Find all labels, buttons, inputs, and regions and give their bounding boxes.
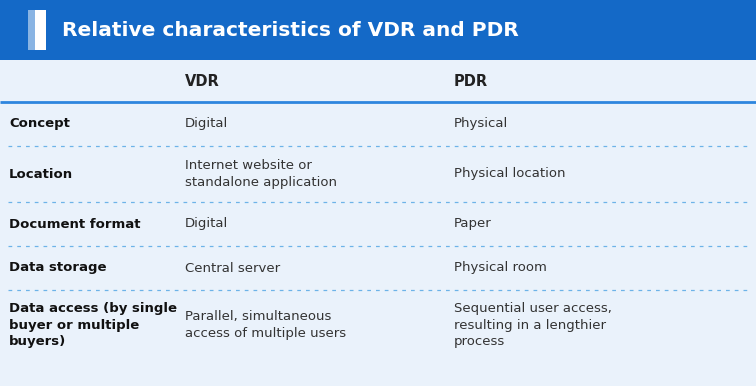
Text: Central server: Central server <box>185 261 280 274</box>
Text: Sequential user access,
resulting in a lengthier
process: Sequential user access, resulting in a l… <box>454 302 612 348</box>
Bar <box>28 10 39 50</box>
Text: Data access (by single
buyer or multiple
buyers): Data access (by single buyer or multiple… <box>9 302 177 348</box>
Text: Physical: Physical <box>454 117 508 130</box>
Text: Concept: Concept <box>9 117 70 130</box>
Text: Digital: Digital <box>185 117 228 130</box>
Text: Physical location: Physical location <box>454 168 565 181</box>
Text: Digital: Digital <box>185 217 228 230</box>
Text: Data storage: Data storage <box>9 261 107 274</box>
Text: Parallel, simultaneous
access of multiple users: Parallel, simultaneous access of multipl… <box>185 310 346 340</box>
Bar <box>0 0 756 60</box>
Text: Internet website or
standalone application: Internet website or standalone applicati… <box>185 159 337 189</box>
Text: Paper: Paper <box>454 217 491 230</box>
Text: Physical room: Physical room <box>454 261 547 274</box>
Text: Document format: Document format <box>9 217 141 230</box>
Text: VDR: VDR <box>185 73 220 88</box>
Text: Relative characteristics of VDR and PDR: Relative characteristics of VDR and PDR <box>62 20 519 39</box>
Bar <box>36 10 45 50</box>
Text: PDR: PDR <box>454 73 488 88</box>
Text: Location: Location <box>9 168 73 181</box>
